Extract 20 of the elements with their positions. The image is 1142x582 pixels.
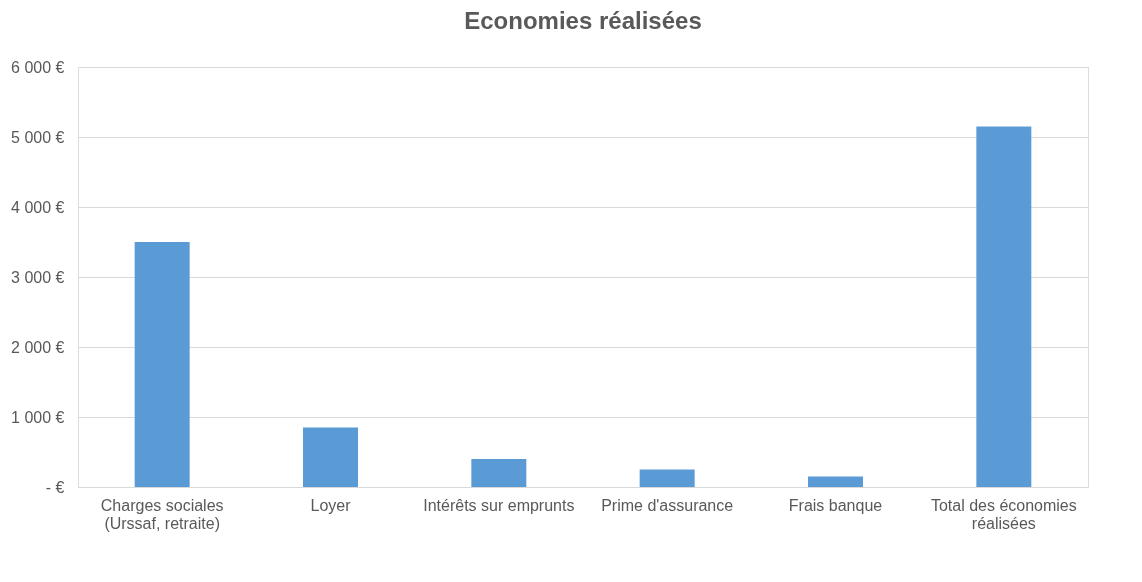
y-tick-label: 2 000 € — [11, 338, 65, 356]
y-tick-label: 3 000 € — [11, 268, 65, 286]
y-tick-label: 5 000 € — [11, 128, 65, 146]
bar — [976, 126, 1032, 487]
bar — [471, 459, 527, 487]
bar — [134, 242, 190, 487]
bar — [303, 427, 358, 487]
chart-title: Economies réalisées — [464, 7, 702, 34]
x-tick-label: Prime d'assurance — [601, 496, 734, 514]
y-tick-label: 6 000 € — [11, 58, 65, 76]
bar — [808, 476, 863, 487]
x-tick-label: Frais banque — [788, 496, 883, 514]
y-tick-label: 4 000 € — [11, 198, 65, 216]
y-tick-label: - € — [45, 478, 65, 496]
x-tick-label: Total des économies réalisées — [930, 496, 1077, 532]
bar — [639, 469, 695, 487]
x-tick-label: Charges sociales (Urssaf, retraite) — [100, 496, 224, 532]
x-tick-label: Intérêts sur emprunts — [423, 496, 575, 514]
y-tick-label: 1 000 € — [11, 408, 65, 426]
x-tick-label: Loyer — [310, 496, 352, 514]
